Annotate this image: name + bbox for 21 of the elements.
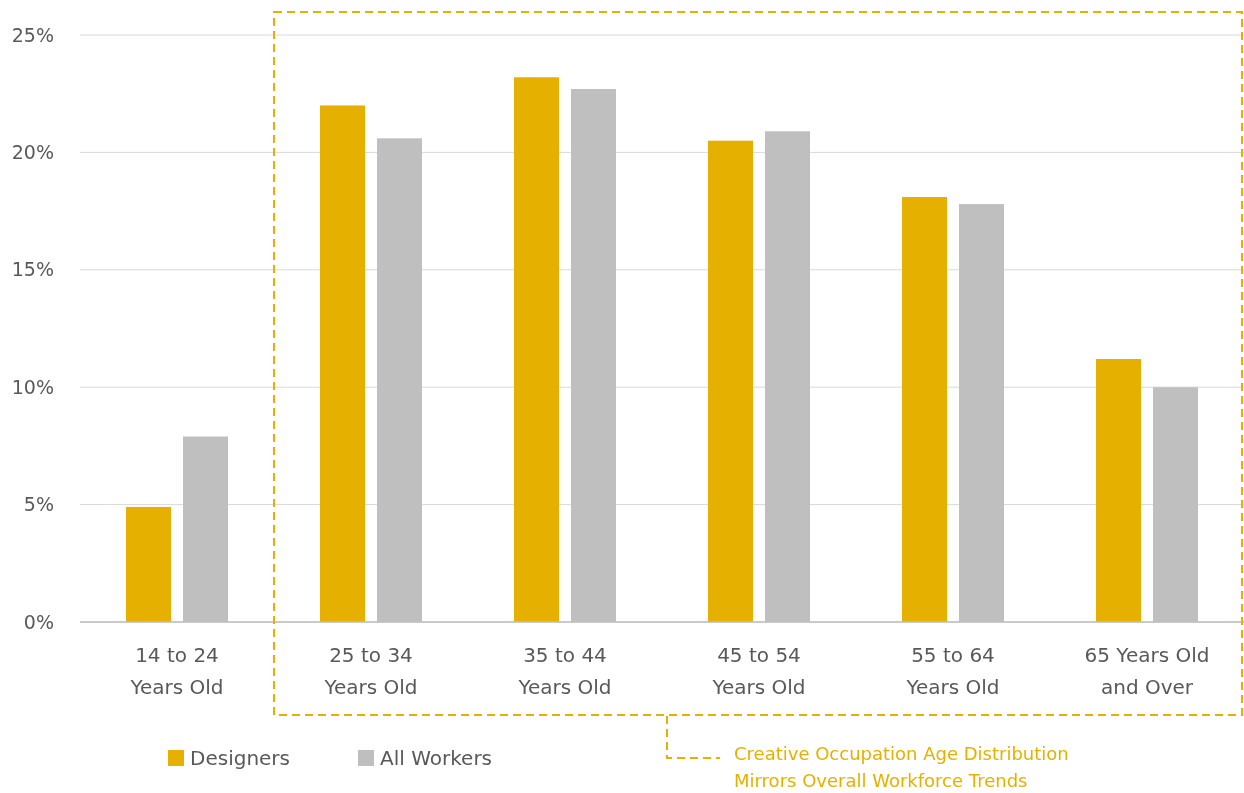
y-tick-label: 10% <box>11 375 54 398</box>
x-tick-label: 14 to 24 Years Old <box>129 643 224 699</box>
x-tick-label: 65 Years Old and Over <box>1084 643 1210 699</box>
bar <box>514 77 559 622</box>
y-tick-label: 25% <box>11 23 54 46</box>
bar <box>126 506 171 622</box>
x-tick-label: 55 to 64 Years Old <box>905 643 1000 699</box>
bar <box>902 197 947 622</box>
y-tick-label: 5% <box>23 493 54 516</box>
y-tick-label: 0% <box>23 610 54 633</box>
text: Creative Occupation Age Distribution Mirrors Overall Workforce Trends <box>734 743 1069 791</box>
y-tick-label: 20% <box>11 141 54 164</box>
bar <box>708 140 753 622</box>
legend-label: All Workers <box>380 746 493 770</box>
y-tick-label: 15% <box>11 258 54 281</box>
x-tick-label: 45 to 54 Years Old <box>711 643 806 699</box>
legend-label: Designers <box>190 746 290 770</box>
x-tick-label: 25 to 34 Years Old <box>323 643 418 699</box>
x-tick-label: 35 to 44 Years Old <box>517 643 612 699</box>
bar <box>1096 359 1141 622</box>
bar <box>320 105 365 622</box>
